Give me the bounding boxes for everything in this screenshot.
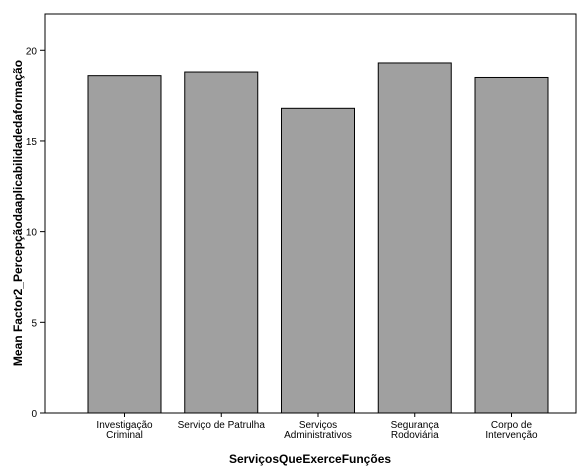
y-axis-title: Mean Factor2_Percepçãodaaplicabilidadeda… xyxy=(11,60,25,366)
x-axis-labels: Investigação Criminal Serviço de Patrulha S… xyxy=(96,413,538,441)
y-tick-label: 5 xyxy=(31,318,37,329)
bars-group xyxy=(87,62,549,414)
y-tick-label: 10 xyxy=(26,228,38,239)
x-category-label: Serviço de Patrulha xyxy=(178,420,266,431)
x-category-label: Investigação Criminal xyxy=(96,420,153,441)
y-tick-label: 0 xyxy=(31,409,37,420)
bar-0 xyxy=(87,75,162,414)
y-tick-label: 20 xyxy=(26,46,38,57)
bar-1 xyxy=(184,71,259,414)
bar-2 xyxy=(281,107,355,414)
bar-4 xyxy=(474,76,549,414)
y-tick-label: 15 xyxy=(26,137,38,148)
x-category-label: Corpo de Intervenção xyxy=(485,420,538,441)
x-category-label: Serviços Administrativos xyxy=(284,420,352,441)
x-category-label: Segurança Rodoviária xyxy=(391,420,440,441)
x-axis-title: ServiçosQueExerceFunções xyxy=(229,452,391,466)
bar-3 xyxy=(377,62,452,414)
y-axis-ticks: 0 5 10 15 20 xyxy=(26,46,45,420)
